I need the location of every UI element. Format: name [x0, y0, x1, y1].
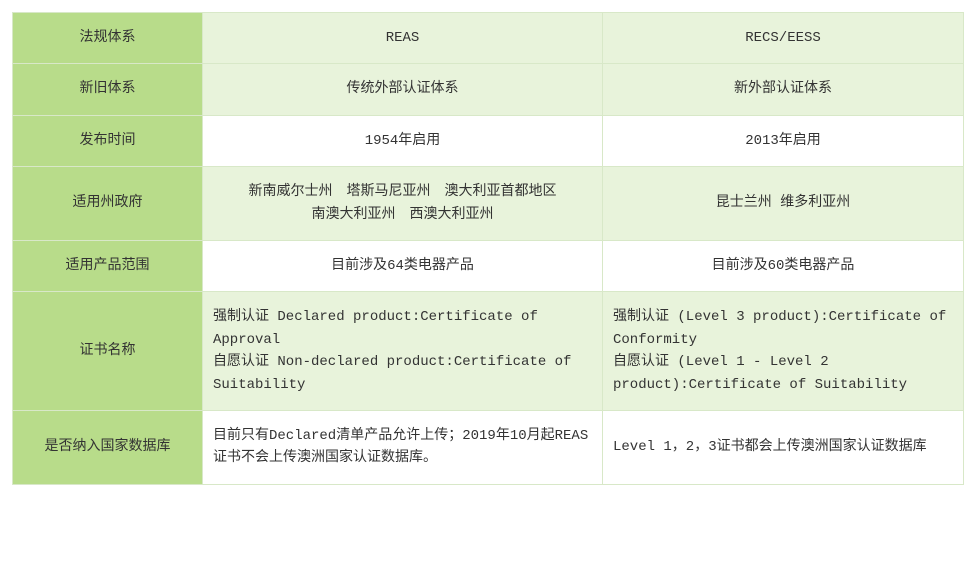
recs-cell: Level 1，2，3证书都会上传澳洲国家认证数据库	[603, 410, 964, 484]
recs-cell: 强制认证 (Level 3 product):Certificate of Co…	[603, 292, 964, 411]
table-row: 是否纳入国家数据库 目前只有Declared清单产品允许上传；2019年10月起…	[13, 410, 964, 484]
row-label: 是否纳入国家数据库	[13, 410, 203, 484]
table-body: 法规体系 REAS RECS/EESS 新旧体系 传统外部认证体系 新外部认证体…	[13, 13, 964, 485]
row-label: 适用产品范围	[13, 240, 203, 291]
row-label: 适用州政府	[13, 167, 203, 241]
reas-cell: 强制认证 Declared product:Certificate of App…	[203, 292, 603, 411]
row-label: 新旧体系	[13, 64, 203, 115]
row-label: 发布时间	[13, 115, 203, 166]
reas-cell: 传统外部认证体系	[203, 64, 603, 115]
recs-cell: 昆士兰州 维多利亚州	[603, 167, 964, 241]
reas-cell: 新南威尔士州 塔斯马尼亚州 澳大利亚首都地区南澳大利亚州 西澳大利亚州	[203, 167, 603, 241]
reas-cell: 目前涉及64类电器产品	[203, 240, 603, 291]
table-row: 证书名称 强制认证 Declared product:Certificate o…	[13, 292, 964, 411]
comparison-table: 法规体系 REAS RECS/EESS 新旧体系 传统外部认证体系 新外部认证体…	[12, 12, 964, 485]
row-label: 法规体系	[13, 13, 203, 64]
table-row: 新旧体系 传统外部认证体系 新外部认证体系	[13, 64, 964, 115]
table-row: 法规体系 REAS RECS/EESS	[13, 13, 964, 64]
table-row: 适用州政府 新南威尔士州 塔斯马尼亚州 澳大利亚首都地区南澳大利亚州 西澳大利亚…	[13, 167, 964, 241]
recs-cell: 2013年启用	[603, 115, 964, 166]
recs-cell: RECS/EESS	[603, 13, 964, 64]
reas-cell: 1954年启用	[203, 115, 603, 166]
row-label: 证书名称	[13, 292, 203, 411]
recs-cell: 新外部认证体系	[603, 64, 964, 115]
reas-cell: REAS	[203, 13, 603, 64]
table-row: 发布时间 1954年启用 2013年启用	[13, 115, 964, 166]
reas-cell: 目前只有Declared清单产品允许上传；2019年10月起REAS证书不会上传…	[203, 410, 603, 484]
table-row: 适用产品范围 目前涉及64类电器产品 目前涉及60类电器产品	[13, 240, 964, 291]
recs-cell: 目前涉及60类电器产品	[603, 240, 964, 291]
